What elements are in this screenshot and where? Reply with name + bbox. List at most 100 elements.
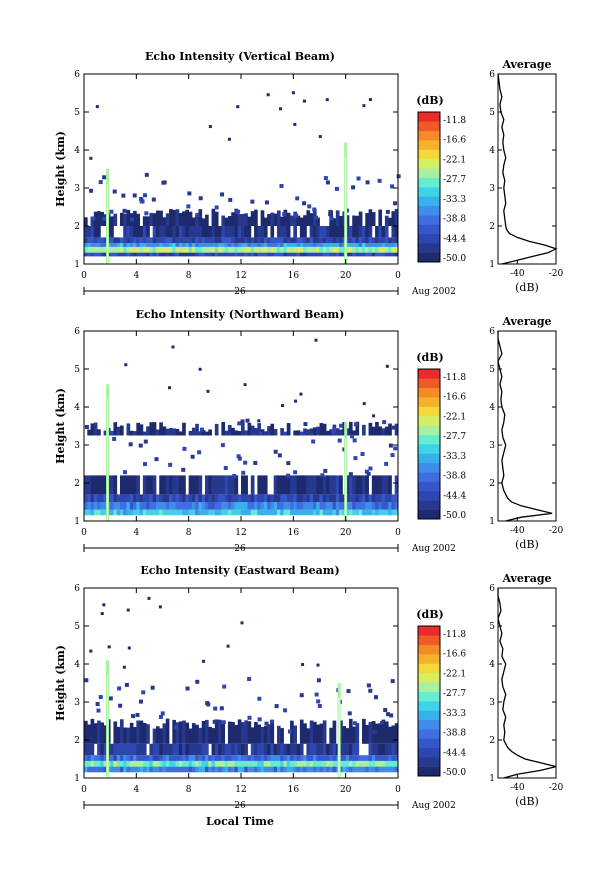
- northward-beam-heatmap-cell: [283, 509, 288, 516]
- northward-beam-heatmap-cell: [244, 430, 248, 436]
- vertical-beam-heatmap-cell: [198, 209, 203, 226]
- vertical-beam-heatmap-cell: [293, 226, 297, 238]
- northward-beam-heatmap-cell: [296, 502, 301, 510]
- vertical-beam-heatmap-cell: [93, 237, 98, 244]
- eastward-beam-echo-speck: [316, 663, 320, 667]
- northward-beam-heatmap-cell: [257, 423, 262, 436]
- vertical-beam-heatmap-cell: [142, 216, 147, 226]
- eastward-beam-heatmap-cell: [146, 766, 150, 773]
- vertical-beam-heatmap-cell: [286, 237, 291, 244]
- vertical-beam-heatmap-cell: [169, 246, 173, 253]
- eastward-beam-heatmap-cell: [198, 760, 203, 767]
- vertical-beam-heatmap-cell: [214, 211, 219, 226]
- northward-beam-heatmap-cell: [123, 475, 127, 495]
- vertical-beam-heatmap-cell: [103, 252, 108, 257]
- eastward-beam-heatmap-cell: [152, 766, 157, 773]
- northward-beam-heatmap-cell: [335, 428, 340, 436]
- vertical-beam-heatmap-cell: [322, 252, 327, 257]
- eastward-beam-heatmap-cell: [162, 766, 167, 773]
- vertical-beam-heatmap-cell: [312, 237, 317, 244]
- vertical-beam-heatmap-cell: [185, 246, 190, 253]
- eastward-beam-heatmap-cell: [162, 723, 167, 744]
- eastward-beam-colorbar-label: -33.3: [443, 709, 466, 719]
- vertical-beam-heatmap-cell: [97, 252, 101, 257]
- vertical-beam-heatmap-cell: [155, 226, 160, 238]
- northward-beam-heatmap-cell: [362, 475, 366, 495]
- eastward-beam-heatmap-cell: [375, 743, 379, 756]
- northward-beam-heatmap-cell: [312, 475, 317, 495]
- vertical-beam-heatmap-cell: [84, 246, 88, 253]
- northward-beam-heatmap-cell: [178, 431, 183, 436]
- vertical-beam-average-xlabel: (dB): [515, 281, 539, 294]
- eastward-beam-heatmap-cell: [188, 760, 193, 767]
- vertical-beam-heatmap-cell: [371, 237, 376, 244]
- northward-beam-heatmap-cell: [218, 509, 222, 516]
- eastward-beam-heatmap-cell: [303, 766, 307, 773]
- eastward-beam-heatmap-cell: [100, 722, 105, 744]
- vertical-beam-heatmap-cell: [205, 214, 209, 226]
- vertical-beam-heatmap-cell: [211, 246, 216, 253]
- northward-beam-heatmap-cell: [299, 509, 304, 516]
- vertical-beam-heatmap-cell: [175, 252, 180, 257]
- northward-beam-heatmap-cell: [129, 475, 134, 495]
- northward-beam-heatmap-cell: [332, 475, 337, 495]
- vertical-beam-heatmap-cell: [227, 237, 232, 244]
- eastward-beam-heatmap-cell: [257, 724, 262, 744]
- northward-beam-heatmap-cell: [221, 509, 226, 516]
- northward-beam-heatmap-cell: [270, 509, 275, 516]
- eastward-beam-heatmap-cell: [211, 755, 216, 761]
- northward-beam-heatmap-cell: [211, 475, 216, 495]
- northward-beam-echo-speck: [237, 421, 242, 426]
- eastward-beam-heatmap-cell: [358, 755, 363, 761]
- vertical-beam-heatmap-cell: [362, 243, 366, 247]
- eastward-beam-heatmap-cell: [169, 755, 173, 761]
- vertical-beam-heatmap-cell: [211, 243, 216, 247]
- eastward-beam-heatmap-cell: [234, 755, 239, 761]
- northward-beam-colorbar: [417, 368, 441, 520]
- vertical-beam-heatmap-cell: [384, 215, 389, 226]
- vertical-beam-heatmap-cell: [172, 246, 176, 253]
- vertical-beam-heatmap-cell: [250, 252, 255, 257]
- eastward-beam-average-xlabel: (dB): [515, 795, 539, 808]
- eastward-beam-heatmap-cell: [208, 755, 212, 761]
- eastward-beam-heatmap-cell: [136, 760, 140, 767]
- vertical-beam-heatmap-cell: [237, 246, 242, 253]
- northward-beam-heatmap-cell: [391, 494, 396, 502]
- northward-beam-heatmap-cell: [224, 475, 229, 495]
- eastward-beam-heatmap-cell: [221, 743, 226, 756]
- vertical-beam-y-tick-label: 3: [74, 184, 80, 194]
- northward-beam-heatmap-cell: [306, 502, 311, 510]
- eastward-beam-average-y-tick-label: 1: [489, 774, 495, 784]
- vertical-beam-heatmap-cell: [335, 252, 340, 257]
- vertical-beam-colorbar-swatch: [418, 233, 440, 244]
- eastward-beam-heatmap-cell: [201, 760, 206, 767]
- vertical-beam-heatmap-cell: [286, 226, 291, 238]
- vertical-beam-heatmap-cell: [84, 226, 88, 238]
- vertical-beam-heatmap-cell: [126, 252, 131, 257]
- vertical-beam-heatmap-cell: [384, 226, 389, 238]
- northward-beam-heatmap-cell: [348, 421, 353, 436]
- northward-beam-heatmap-cell: [267, 494, 271, 502]
- vertical-beam-heatmap-cell: [227, 252, 232, 257]
- northward-beam-echo-speck: [286, 461, 291, 466]
- vertical-beam-heatmap-cell: [339, 237, 343, 244]
- vertical-beam-heatmap-cell: [381, 252, 386, 257]
- eastward-beam-heatmap-cell: [283, 755, 288, 761]
- eastward-beam-echo-speck: [98, 695, 103, 700]
- eastward-beam-heatmap-cell: [348, 760, 353, 767]
- northward-beam-heatmap-cell: [175, 494, 180, 502]
- eastward-beam-heatmap-cell: [126, 727, 131, 744]
- northward-beam-heatmap-cell: [355, 509, 360, 516]
- vertical-beam-heatmap-cell: [90, 252, 95, 257]
- northward-beam-colorbar-swatch: [418, 387, 440, 398]
- northward-beam-heatmap-cell: [136, 502, 140, 510]
- northward-beam-heatmap-cell: [149, 509, 154, 516]
- eastward-beam-heatmap-cell: [227, 721, 232, 744]
- vertical-beam-heatmap-cell: [198, 252, 203, 257]
- northward-beam-heatmap-cell: [293, 509, 297, 516]
- vertical-beam-heatmap-cell: [250, 243, 255, 247]
- northward-beam-heatmap-cell: [303, 494, 307, 502]
- vertical-beam-heatmap-cell: [237, 243, 242, 247]
